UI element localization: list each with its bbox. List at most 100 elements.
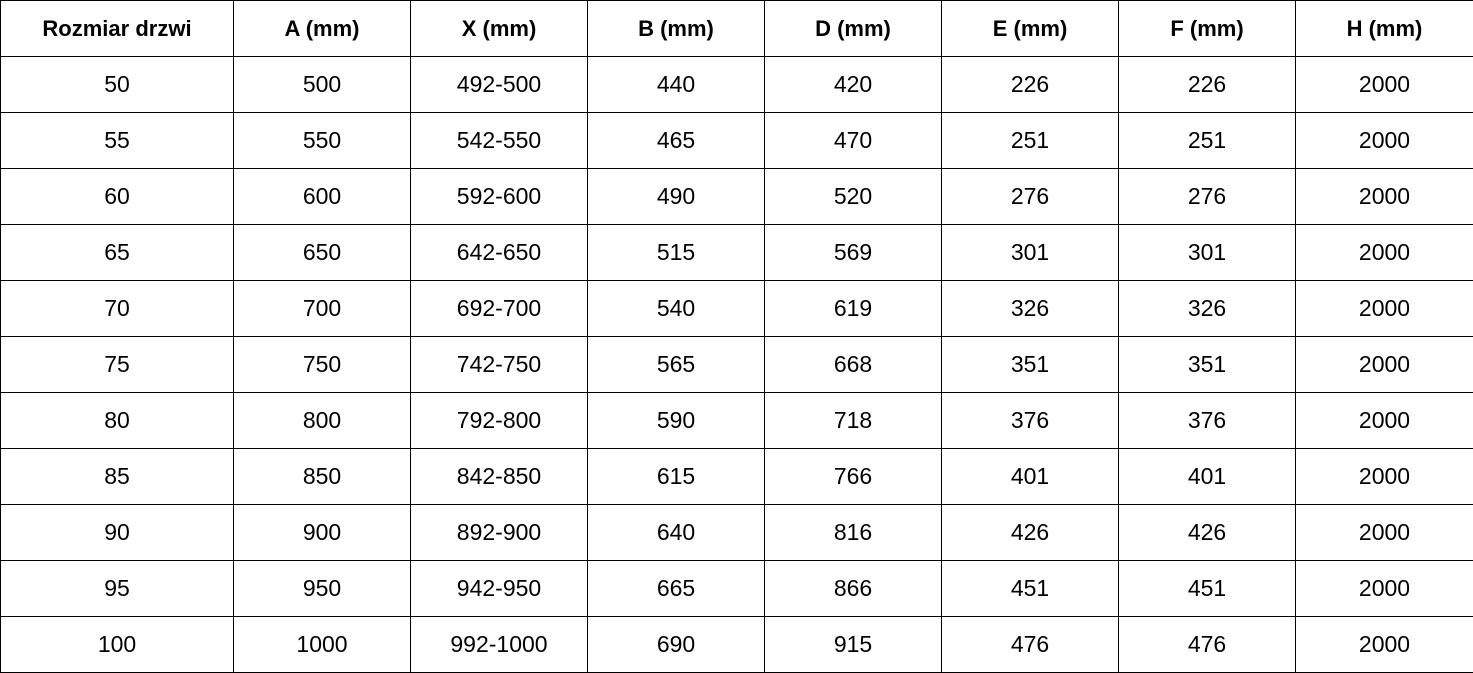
cell-f: 451 (1118, 560, 1296, 617)
table-row: 65 650 642-650 515 569 301 301 2000 (0, 224, 1473, 281)
cell-b: 515 (587, 224, 765, 281)
cell-a: 600 (233, 168, 411, 225)
cell-door-size: 60 (0, 168, 234, 225)
cell-b: 690 (587, 616, 765, 673)
cell-door-size: 100 (0, 616, 234, 673)
cell-b: 640 (587, 504, 765, 561)
cell-b: 440 (587, 56, 765, 113)
cell-h: 2000 (1295, 448, 1473, 505)
cell-h: 2000 (1295, 168, 1473, 225)
cell-a: 650 (233, 224, 411, 281)
cell-d: 420 (764, 56, 942, 113)
cell-x: 892-900 (410, 504, 588, 561)
cell-b: 540 (587, 280, 765, 337)
table-row: 80 800 792-800 590 718 376 376 2000 (0, 392, 1473, 449)
cell-x: 742-750 (410, 336, 588, 393)
cell-f: 351 (1118, 336, 1296, 393)
cell-f: 251 (1118, 112, 1296, 169)
cell-b: 665 (587, 560, 765, 617)
cell-d: 520 (764, 168, 942, 225)
header-b: B (mm) (587, 0, 765, 57)
cell-door-size: 55 (0, 112, 234, 169)
cell-b: 565 (587, 336, 765, 393)
header-f: F (mm) (1118, 0, 1296, 57)
cell-f: 426 (1118, 504, 1296, 561)
cell-e: 326 (941, 280, 1119, 337)
table-row: 85 850 842-850 615 766 401 401 2000 (0, 448, 1473, 505)
cell-h: 2000 (1295, 616, 1473, 673)
cell-e: 251 (941, 112, 1119, 169)
cell-f: 226 (1118, 56, 1296, 113)
cell-e: 276 (941, 168, 1119, 225)
cell-e: 226 (941, 56, 1119, 113)
table-row: 55 550 542-550 465 470 251 251 2000 (0, 112, 1473, 169)
cell-door-size: 75 (0, 336, 234, 393)
cell-door-size: 90 (0, 504, 234, 561)
cell-x: 642-650 (410, 224, 588, 281)
cell-x: 792-800 (410, 392, 588, 449)
cell-e: 301 (941, 224, 1119, 281)
cell-f: 401 (1118, 448, 1296, 505)
table-body: 50 500 492-500 440 420 226 226 2000 55 550 542-550… (0, 56, 1473, 673)
cell-h: 2000 (1295, 504, 1473, 561)
cell-d: 619 (764, 280, 942, 337)
cell-h: 2000 (1295, 336, 1473, 393)
cell-d: 718 (764, 392, 942, 449)
cell-door-size: 70 (0, 280, 234, 337)
table-row: 95 950 942-950 665 866 451 451 2000 (0, 560, 1473, 617)
cell-door-size: 80 (0, 392, 234, 449)
cell-d: 569 (764, 224, 942, 281)
cell-e: 401 (941, 448, 1119, 505)
table-row: 70 700 692-700 540 619 326 326 2000 (0, 280, 1473, 337)
cell-door-size: 85 (0, 448, 234, 505)
cell-a: 550 (233, 112, 411, 169)
cell-x: 492-500 (410, 56, 588, 113)
cell-h: 2000 (1295, 112, 1473, 169)
cell-a: 1000 (233, 616, 411, 673)
cell-x: 842-850 (410, 448, 588, 505)
cell-x: 692-700 (410, 280, 588, 337)
cell-a: 700 (233, 280, 411, 337)
header-e: E (mm) (941, 0, 1119, 57)
cell-e: 476 (941, 616, 1119, 673)
table-row: 90 900 892-900 640 816 426 426 2000 (0, 504, 1473, 561)
table-row: 60 600 592-600 490 520 276 276 2000 (0, 168, 1473, 225)
cell-h: 2000 (1295, 392, 1473, 449)
cell-x: 542-550 (410, 112, 588, 169)
cell-h: 2000 (1295, 560, 1473, 617)
cell-d: 470 (764, 112, 942, 169)
table-row: 100 1000 992-1000 690 915 476 476 2000 (0, 616, 1473, 673)
header-d: D (mm) (764, 0, 942, 57)
cell-a: 950 (233, 560, 411, 617)
header-h: H (mm) (1295, 0, 1473, 57)
cell-b: 465 (587, 112, 765, 169)
cell-b: 590 (587, 392, 765, 449)
cell-f: 376 (1118, 392, 1296, 449)
cell-f: 476 (1118, 616, 1296, 673)
table-row: 50 500 492-500 440 420 226 226 2000 (0, 56, 1473, 113)
cell-d: 915 (764, 616, 942, 673)
cell-a: 750 (233, 336, 411, 393)
cell-a: 500 (233, 56, 411, 113)
cell-door-size: 95 (0, 560, 234, 617)
cell-f: 326 (1118, 280, 1296, 337)
header-x: X (mm) (410, 0, 588, 57)
cell-e: 426 (941, 504, 1119, 561)
table-row: 75 750 742-750 565 668 351 351 2000 (0, 336, 1473, 393)
cell-d: 816 (764, 504, 942, 561)
cell-x: 992-1000 (410, 616, 588, 673)
cell-e: 351 (941, 336, 1119, 393)
cell-door-size: 65 (0, 224, 234, 281)
cell-b: 615 (587, 448, 765, 505)
cell-door-size: 50 (0, 56, 234, 113)
cell-b: 490 (587, 168, 765, 225)
cell-e: 376 (941, 392, 1119, 449)
cell-d: 766 (764, 448, 942, 505)
cell-a: 850 (233, 448, 411, 505)
cell-d: 668 (764, 336, 942, 393)
cell-e: 451 (941, 560, 1119, 617)
cell-h: 2000 (1295, 224, 1473, 281)
header-door-size: Rozmiar drzwi (0, 0, 234, 57)
cell-h: 2000 (1295, 280, 1473, 337)
